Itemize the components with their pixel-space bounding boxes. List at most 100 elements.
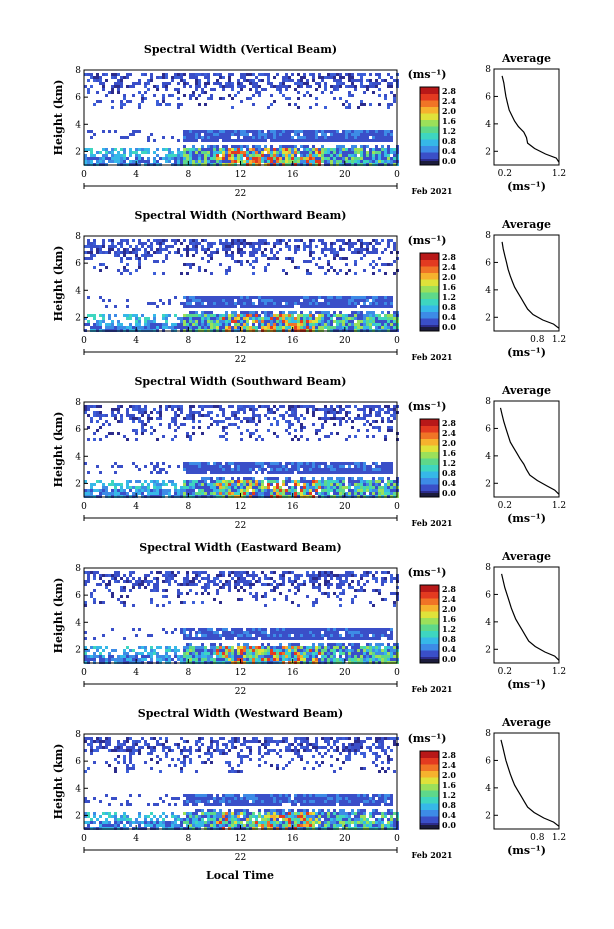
heatmap-cell	[201, 480, 204, 483]
heatmap-cell	[228, 492, 231, 495]
heatmap-cell	[324, 489, 327, 492]
heatmap-cell	[261, 480, 264, 483]
heatmap-cell	[228, 296, 231, 299]
heatmap-cell	[132, 239, 135, 242]
heatmap-cell	[174, 417, 177, 420]
heatmap-cell	[150, 242, 153, 245]
heatmap-cell	[174, 492, 177, 495]
heatmap-cell	[144, 160, 147, 163]
heatmap-cell	[258, 483, 261, 486]
heatmap-cell	[300, 323, 303, 326]
heatmap-cell	[258, 145, 261, 148]
heatmap-cell	[300, 296, 303, 299]
heatmap-cell	[186, 489, 189, 492]
heatmap-cell	[147, 652, 150, 655]
heatmap-cell	[237, 130, 240, 133]
heatmap-cell	[273, 634, 276, 637]
heatmap-cell	[192, 148, 195, 151]
heatmap-cell	[240, 154, 243, 157]
heatmap-cell	[249, 471, 252, 474]
heatmap-cell	[201, 414, 204, 417]
heatmap-cell	[303, 145, 306, 148]
heatmap-cell	[384, 314, 387, 317]
x-tick-label: 0	[81, 336, 87, 346]
heatmap-cell	[195, 248, 198, 251]
heatmap-cell	[378, 82, 381, 85]
heatmap-cell	[213, 317, 216, 320]
heatmap-cell	[204, 628, 207, 631]
heatmap-cell	[387, 326, 390, 329]
heatmap-cell	[105, 323, 108, 326]
heatmap-cell	[90, 76, 93, 79]
heatmap-cell	[222, 631, 225, 634]
heatmap-cell	[186, 643, 189, 646]
heatmap-cell	[363, 242, 366, 245]
heatmap-cell	[240, 82, 243, 85]
heatmap-cell	[90, 658, 93, 661]
heatmap-cell	[234, 423, 237, 426]
heatmap-cell	[282, 646, 285, 649]
heatmap-cell	[267, 263, 270, 266]
heatmap-cell	[240, 139, 243, 142]
heatmap-cell	[384, 272, 387, 275]
heatmap-cell	[126, 652, 129, 655]
heatmap-cell	[150, 417, 153, 420]
panel-1: Spectral Width (Vertical Beam)2468Height…	[52, 43, 566, 199]
heatmap-cell	[93, 323, 96, 326]
heatmap-cell	[348, 239, 351, 242]
heatmap-cell	[237, 296, 240, 299]
heatmap-cell	[204, 480, 207, 483]
heatmap-cell	[300, 320, 303, 323]
heatmap-cell	[183, 79, 186, 82]
heatmap-cell	[174, 652, 177, 655]
heatmap-cell	[222, 658, 225, 661]
heatmap-cell	[222, 88, 225, 91]
heatmap-cell	[165, 154, 168, 157]
heatmap-cell	[180, 326, 183, 329]
heatmap-cell	[228, 583, 231, 586]
heatmap-cell	[126, 480, 129, 483]
heatmap-cell	[210, 130, 213, 133]
heatmap-cell	[243, 320, 246, 323]
heatmap-cell	[249, 637, 252, 640]
heatmap-cell	[375, 317, 378, 320]
heatmap-cell	[279, 130, 282, 133]
heatmap-cell	[147, 251, 150, 254]
heatmap-cell	[267, 314, 270, 317]
heatmap-cell	[84, 160, 87, 163]
heatmap-cell	[351, 154, 354, 157]
heatmap-cell	[339, 302, 342, 305]
heatmap-cell	[111, 248, 114, 251]
heatmap-cell	[177, 317, 180, 320]
heatmap-cell	[138, 320, 141, 323]
heatmap-cell	[375, 471, 378, 474]
heatmap-cell	[120, 85, 123, 88]
heatmap-cell	[102, 251, 105, 254]
heatmap-cell	[147, 420, 150, 423]
heatmap-cell	[240, 323, 243, 326]
heatmap-cell	[102, 580, 105, 583]
heatmap-cell	[387, 242, 390, 245]
heatmap-cell	[318, 136, 321, 139]
heatmap-cell	[297, 586, 300, 589]
heatmap-cell	[330, 462, 333, 465]
heatmap-cell	[276, 320, 279, 323]
heatmap-cell	[207, 486, 210, 489]
heatmap-cell	[234, 160, 237, 163]
heatmap-cell	[105, 326, 108, 329]
heatmap-cell	[96, 248, 99, 251]
heatmap-cell	[165, 157, 168, 160]
heatmap-cell	[255, 151, 258, 154]
heatmap-cell	[345, 492, 348, 495]
heatmap-cell	[123, 574, 126, 577]
heatmap-cell	[264, 405, 267, 408]
heatmap-cell	[192, 577, 195, 580]
heatmap-cell	[183, 314, 186, 317]
heatmap-cell	[126, 486, 129, 489]
colorbar-segment	[420, 272, 439, 280]
heatmap-cell	[225, 468, 228, 471]
heatmap-cell	[165, 239, 168, 242]
heatmap-cell	[246, 480, 249, 483]
heatmap-cell	[126, 414, 129, 417]
heatmap-cell	[378, 465, 381, 468]
